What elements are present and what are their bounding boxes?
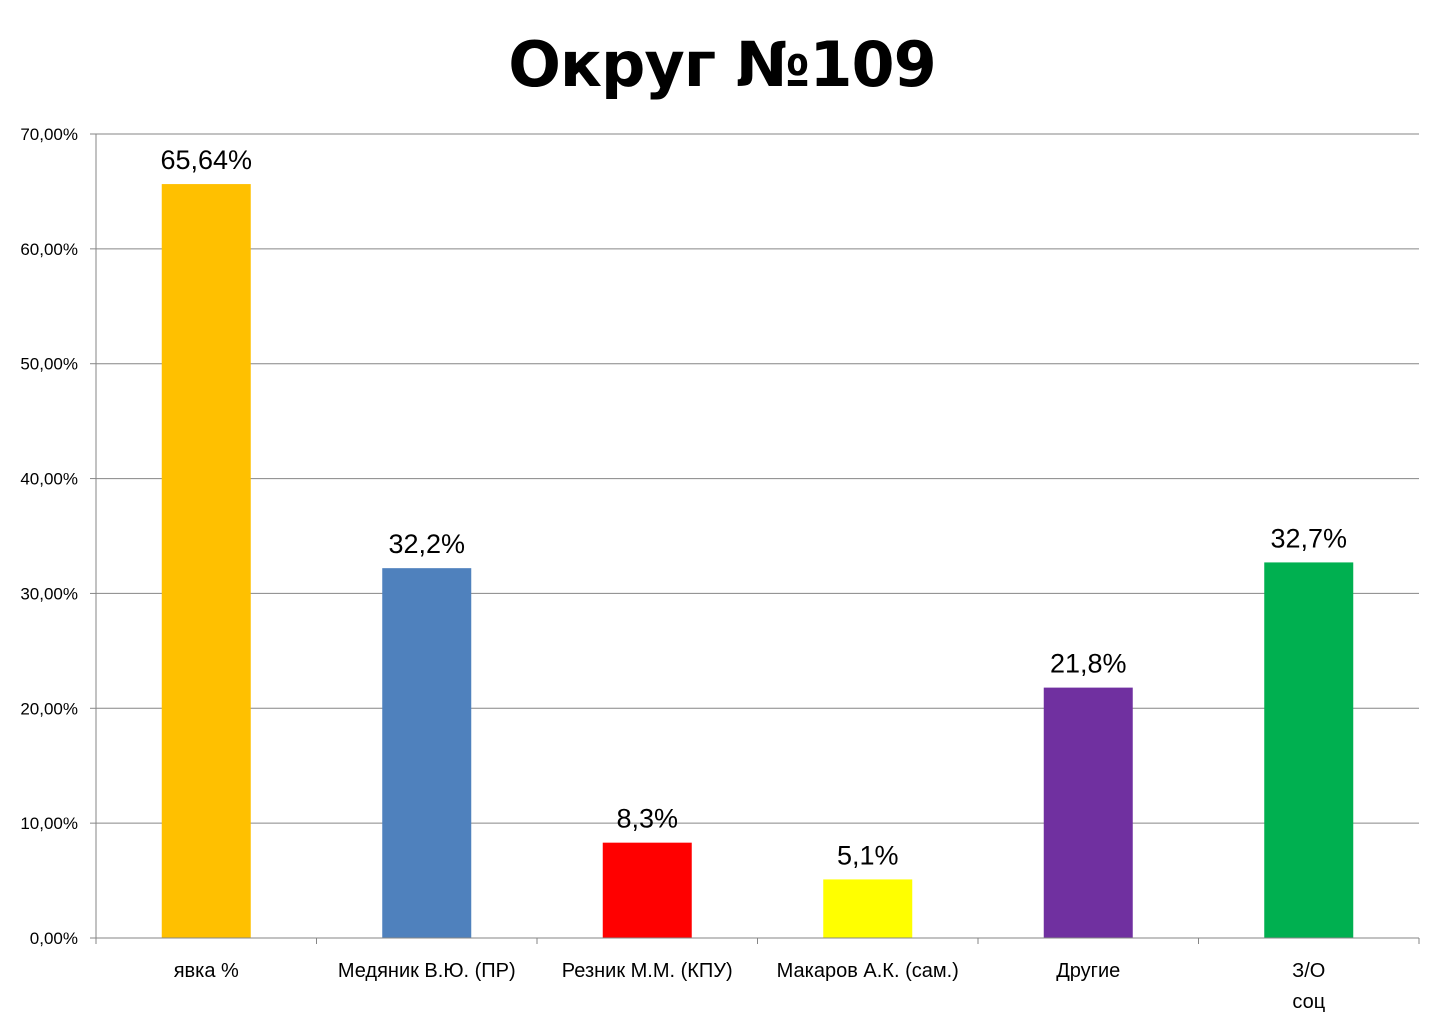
- x-tick-label: Резник М.М. (КПУ): [562, 960, 733, 982]
- y-tick-label: 70,00%: [20, 125, 78, 144]
- y-tick-label: 20,00%: [20, 699, 78, 718]
- data-label: 8,3%: [616, 804, 678, 834]
- y-tick-label: 30,00%: [20, 584, 78, 603]
- x-tick-label: явка %: [174, 960, 239, 982]
- y-tick-label: 60,00%: [20, 240, 78, 259]
- bar: [823, 879, 913, 938]
- y-tick-label: 50,00%: [20, 355, 78, 374]
- y-tick-label: 10,00%: [20, 814, 78, 833]
- data-label: 65,64%: [160, 145, 252, 175]
- data-label: 5,1%: [837, 840, 899, 870]
- y-tick-label: 40,00%: [20, 470, 78, 489]
- x-tick-label: Макаров А.К. (сам.): [777, 960, 959, 982]
- y-tick-label: 0,00%: [30, 929, 78, 948]
- x-tick-label: Медяник В.Ю. (ПР): [338, 960, 516, 982]
- x-tick-label: Другие: [1056, 960, 1120, 982]
- bar: [1264, 562, 1354, 938]
- bar: [161, 184, 251, 939]
- data-label: 21,8%: [1050, 649, 1127, 679]
- x-tick-label: соц: [1292, 991, 1325, 1013]
- bar: [1043, 687, 1133, 938]
- data-label: 32,2%: [388, 529, 465, 559]
- bar: [382, 568, 472, 938]
- chart-title: Округ №109: [508, 28, 937, 101]
- data-label: 32,7%: [1270, 523, 1347, 553]
- x-tick-label: З/О: [1292, 960, 1325, 982]
- bar: [602, 842, 692, 938]
